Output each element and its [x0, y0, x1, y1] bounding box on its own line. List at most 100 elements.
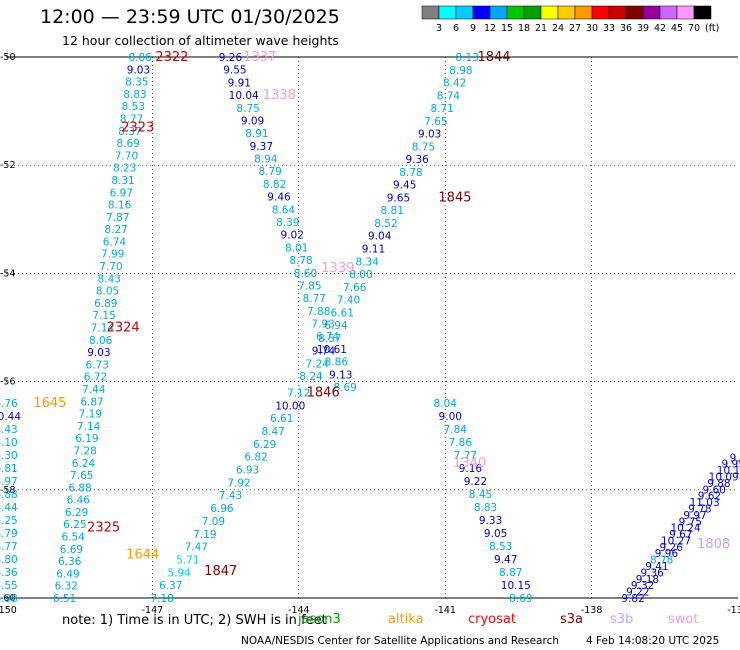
swh-value: 9.55 [223, 65, 246, 77]
colorbar-legend: 3 6 9 12 15 18 21 24 27 30 33 36 39 42 45 70 (ft) [421, 5, 719, 34]
chart-axes: -150 -147 -144 -141 -138 -135 -50 -52 -54 -56 -58 -… [0, 52, 740, 616]
swh-value: 7.15 [92, 310, 115, 322]
credit-line: NOAA/NESDIS Center for Satellite Applica… [241, 635, 559, 647]
swh-value: 6.76 [0, 398, 18, 410]
swh-value: 8.60 [294, 268, 317, 280]
swh-value: 8.37 [118, 126, 141, 138]
swh-value: 9.26 [219, 52, 243, 64]
swh-value: 6.79 [0, 528, 18, 540]
swh-value: 7.84 [444, 424, 468, 436]
swh-value: 10.1 [717, 465, 740, 477]
pass-time-label: 1338 [263, 88, 296, 103]
swh-value: 7.85 [298, 280, 321, 292]
swh-value: 8.23 [113, 163, 136, 175]
swh-value: 9.88 [707, 478, 730, 490]
swh-value: 7.92 [227, 477, 250, 489]
swh-value: 9.37 [250, 141, 273, 153]
x-tick-label: -147 [142, 605, 164, 616]
swh-value: 7.43 [219, 490, 242, 502]
pass-time-label: 1844 [477, 50, 510, 65]
swh-value: 7.87 [106, 212, 129, 224]
colorbar-swatch [693, 5, 712, 20]
swh-value: 9.32 [631, 580, 654, 592]
x-tick-label: -135 [727, 605, 740, 616]
x-tick-label: -144 [288, 605, 310, 616]
swh-value: 6.89 [94, 298, 117, 310]
swh-value: 6.46 [67, 495, 91, 507]
colorbar-tick-label: 18 [518, 23, 530, 34]
pass-time-label: 1340 [453, 456, 486, 471]
swh-value: 6.54 [61, 532, 85, 544]
swh-value: 7.99 [101, 249, 124, 261]
swh-value: 7.14 [77, 421, 101, 433]
swh-value: 7.65 [424, 116, 447, 128]
swh-value: 6.81 [0, 463, 18, 475]
swh-value: 8.45 [469, 489, 492, 501]
swh-value: 9.45 [393, 180, 416, 192]
colorbar-tick-label: 70 [688, 23, 700, 34]
swh-value: 8.39 [276, 217, 299, 229]
swh-value: 9.75 [679, 516, 702, 528]
swh-value: 10.09 [709, 472, 739, 484]
swh-value: 6.88 [0, 489, 18, 501]
y-tick-label: -58 [0, 485, 16, 496]
swh-value: 8.91 [245, 128, 268, 140]
colorbar-swatch [455, 5, 474, 20]
swh-value: 6.30 [0, 450, 18, 462]
swh-value: 7.19 [79, 409, 102, 421]
swh-value: 8.69 [116, 138, 139, 150]
swh-value: 8.43 [98, 273, 121, 285]
colorbar-swatch [591, 5, 610, 20]
x-tick-label: -150 [0, 605, 17, 616]
swh-value: 9.03 [87, 347, 110, 359]
swh-value: 8.81 [381, 205, 404, 217]
swh-value: 6.29 [65, 507, 88, 519]
swh-value: 8.06 [89, 335, 113, 347]
swh-value: 6.96 [210, 503, 234, 515]
swh-value: 7.70 [115, 150, 138, 162]
swh-value: 8.64 [272, 204, 296, 216]
swh-value: 6.51 [53, 593, 76, 605]
footnote: note: 1) Time is in UTC; 2) SWH is in fe… [62, 613, 327, 628]
swh-value: 6.19 [75, 433, 98, 445]
colorbar-tick-label: 21 [535, 23, 547, 34]
x-tick-label: -138 [581, 605, 603, 616]
swh-value: 8.53 [122, 101, 145, 113]
colorbar-tick-label: 42 [654, 23, 666, 34]
pass-time-label: 2324 [107, 321, 140, 336]
y-tick-label: -56 [0, 377, 16, 388]
swh-value: 8.57 [318, 333, 341, 345]
swh-value: 6.61 [331, 307, 354, 319]
swh-value: 8.83 [474, 502, 497, 514]
chart-grid [6, 56, 738, 599]
swh-value: 7.66 [343, 282, 367, 294]
swh-value: 8.35 [125, 77, 148, 89]
y-tick-label: -60 [0, 593, 16, 604]
swh-value: 9.41 [645, 561, 668, 573]
pass-time-label: 2325 [87, 521, 120, 536]
swh-value: 9.74 [312, 346, 336, 358]
swh-value: 8.78 [650, 555, 673, 567]
swh-values: 8.869.038.358.838.538.778.378.697.708.23… [0, 52, 740, 605]
colorbar-swatch [659, 5, 678, 20]
swh-value: 8.77 [303, 293, 326, 305]
swh-value: 6.94 [324, 320, 348, 332]
swh-value: 8.77 [120, 113, 143, 125]
swh-value: 6.36 [0, 567, 18, 579]
swh-value: 6.97 [110, 187, 133, 199]
mission-label-swot: swot [668, 612, 699, 627]
swh-value: 8.87 [499, 567, 522, 579]
colorbar-swatch [421, 5, 440, 20]
swh-value: 7.24 [306, 358, 330, 370]
swh-value: 9.18 [636, 574, 659, 586]
swh-value: 9.26 [660, 542, 684, 554]
swh-value: 6.25 [63, 519, 86, 531]
swh-value: 9.96 [655, 548, 679, 560]
swh-value: 9.36 [640, 567, 664, 579]
chart-title: 12:00 — 23:59 UTC 01/30/2025 [40, 6, 340, 28]
swh-value: 7.65 [70, 470, 93, 482]
swh-value: 6.73 [86, 359, 109, 371]
swh-value: 6.74 [316, 331, 340, 343]
swh-value: 10.00 [275, 400, 305, 412]
swh-value: 7.77 [454, 450, 477, 462]
